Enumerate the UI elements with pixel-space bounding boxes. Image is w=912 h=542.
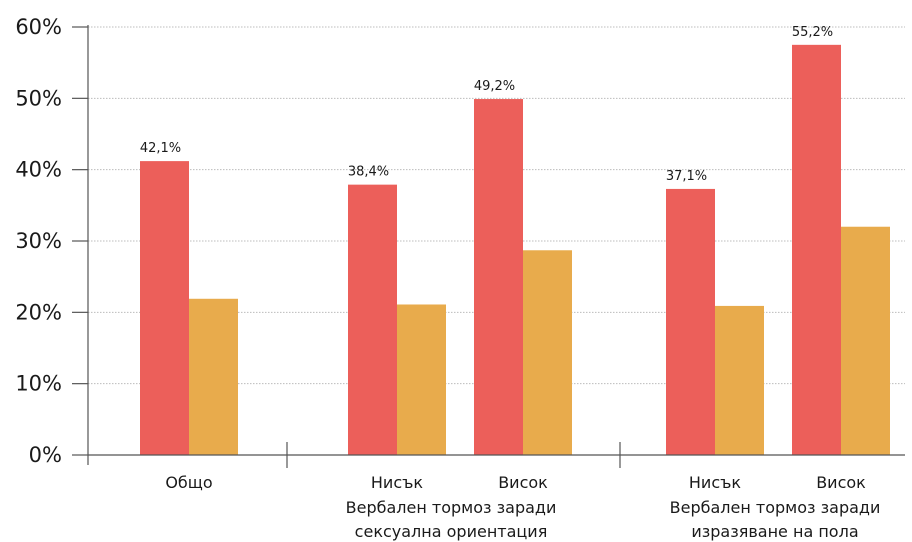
y-tick-label: 60% (15, 15, 62, 39)
y-tick-label: 20% (15, 300, 62, 324)
bar-series-2 (189, 298, 238, 455)
bar-series-2 (841, 226, 890, 455)
y-tick-label: 50% (15, 86, 62, 110)
data-label: 38,4% (348, 165, 389, 180)
data-label: 49,2% (474, 79, 515, 94)
bar-series-1 (140, 161, 189, 455)
category-label: Висок (816, 473, 866, 492)
bar-series-1 (666, 188, 715, 455)
y-tick-label: 0% (29, 443, 62, 467)
bar-series-2 (715, 305, 764, 455)
category-label: Нисък (371, 473, 424, 492)
bar-series-1 (792, 44, 841, 455)
y-tick-label: 40% (15, 158, 62, 182)
bars (140, 44, 890, 456)
axes (87, 25, 905, 468)
data-label: 37,1% (666, 169, 707, 184)
group-label: сексуална ориентация (355, 522, 548, 541)
bar-series-2 (397, 304, 446, 455)
y-axis-ticks: 0% 10% 20% 30% 40% 50% 60% (15, 15, 88, 467)
bar-series-1 (348, 184, 397, 455)
y-tick-label: 30% (15, 229, 62, 253)
data-labels: 42,1% 38,4% 49,2% 37,1% 55,2% (140, 25, 833, 184)
group-label: изразяване на пола (691, 522, 858, 541)
group-label: Вербален тормоз заради (346, 498, 557, 517)
y-tick-label: 10% (15, 372, 62, 396)
category-label: Висок (498, 473, 548, 492)
group-label: Вербален тормоз заради (670, 498, 881, 517)
category-label: Общо (165, 473, 212, 492)
bar-series-1 (474, 99, 523, 456)
data-label: 55,2% (792, 25, 833, 40)
bar-series-2 (523, 250, 572, 455)
data-label: 42,1% (140, 141, 181, 156)
x-axis-labels: Общо Нисък Висок Нисък Висок Вербален тормоз … (165, 473, 880, 541)
category-label: Нисък (689, 473, 742, 492)
